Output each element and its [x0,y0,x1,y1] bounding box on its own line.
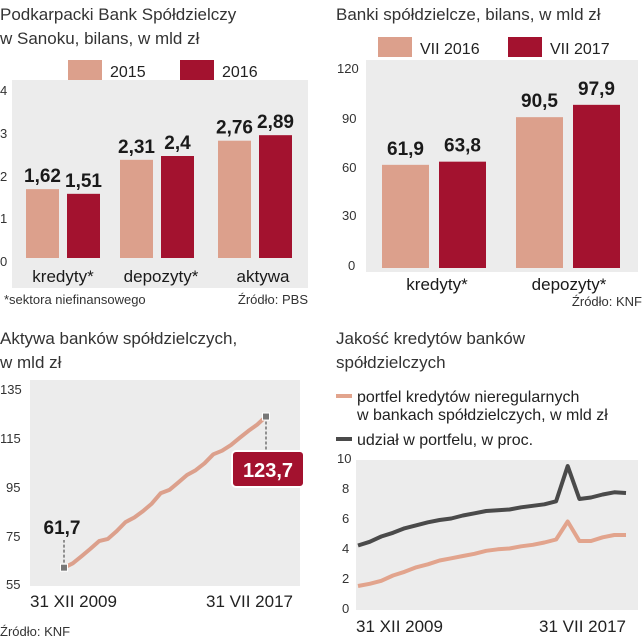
coop-category-depozyty: depozyty* [532,275,607,294]
assets-ytick-95: 95 [6,480,20,495]
assets-y-axis: 135 115 95 75 55 [0,382,22,592]
pbs-label-aktywa-2015: 2,76 [216,118,253,139]
pbs-label-kredyty-2016: 1,51 [65,171,102,192]
coop-bar-kredyty-vii2017 [439,161,486,268]
coop-legend-swatch-vii2016 [378,37,412,57]
pbs-ytick-4: 4 [0,83,7,98]
pbs-category-aktywa: aktywa [237,267,290,286]
quality-ytick-8: 8 [342,481,349,496]
pbs-bar-kredyty-2016 [67,193,100,258]
quality-plot-background [356,460,638,610]
quality-ytick-4: 4 [342,541,349,556]
quality-legend-label-udzial: udział w portfelu, w proc. [357,432,533,449]
quality-x-start: 31 XII 2009 [356,617,443,636]
panel-coop-assets: Aktywa banków spółdzielczych, w mld zł 1… [0,329,305,639]
quality-ytick-2: 2 [342,571,349,586]
quality-ytick-6: 6 [342,511,349,526]
pbs-bar-aktywa-2015 [218,140,251,258]
quality-y-axis: 10 8 6 4 2 0 [337,451,351,616]
assets-end-value: 123,7 [243,460,293,482]
coop-label-depozyty-vii2016: 90,5 [521,91,558,112]
pbs-legend-label-2015: 2015 [110,64,146,81]
pbs-bar-aktywa-2016 [259,135,292,258]
coop-label-kredyty-vii2016: 61,9 [387,139,424,160]
coop-y-axis: 120 90 60 30 0 [337,61,359,273]
pbs-label-depozyty-2015: 2,31 [118,137,155,158]
assets-x-end: 31 VII 2017 [206,592,293,611]
quality-title-line2: spółdzielczych [336,353,446,372]
pbs-category-depozyty: depozyty* [124,267,199,286]
coop-label-kredyty-vii2017: 63,8 [444,136,481,157]
assets-x-start: 31 XII 2009 [30,592,117,611]
coop-category-kredyty: kredyty* [406,275,468,294]
pbs-footnote: *sektora niefinansowego [4,292,146,307]
panel-pbs-balance: Podkarpacki Bank Spółdzielczy w Sanoku, … [0,5,308,307]
pbs-legend-swatch-2016 [180,60,214,80]
coop-title: Banki spółdzielcze, bilans, w mld zł [336,5,601,24]
assets-title-line2: w mld zł [0,353,62,372]
coop-ytick-60: 60 [342,160,356,175]
pbs-ytick-3: 3 [0,126,7,141]
coop-legend-swatch-vii2017 [508,37,542,57]
quality-legend-label-portfel: portfel kredytów nieregularnych [357,389,579,406]
quality-line-portfel [357,519,626,588]
pbs-label-aktywa-2016: 2,89 [257,112,294,133]
coop-bar-kredyty-vii2016 [382,164,429,268]
pbs-source: Źródło: PBS [238,292,308,307]
assets-end-callout [231,450,305,488]
panel-loan-quality: Jakość kredytów banków spółdzielczych po… [336,329,638,636]
assets-ytick-135: 135 [0,382,22,397]
pbs-bar-kredyty-2015 [26,189,59,258]
coop-ytick-120: 120 [337,61,359,76]
quality-x-end: 31 VII 2017 [539,617,626,636]
assets-start-marker [60,563,68,572]
coop-ytick-0: 0 [348,258,355,273]
coop-legend-label-vii2017: VII 2017 [550,41,610,58]
coop-ytick-90: 90 [342,111,356,126]
pbs-label-depozyty-2016: 2,4 [164,133,191,154]
assets-start-value: 61,7 [44,518,81,539]
coop-ytick-30: 30 [342,208,356,223]
pbs-category-kredyty: kredyty* [32,267,94,286]
pbs-y-axis: 4 3 2 1 0 [0,83,7,269]
assets-title-line1: Aktywa banków spółdzielczych, [0,329,237,348]
quality-legend-label-portfel-line2: w bankach spółdzielczych, w mld zł [356,407,608,424]
coop-bar-depozyty-vii2017 [573,104,620,268]
assets-source: Źródło: KNF [0,624,70,639]
pbs-ytick-2: 2 [0,169,7,184]
assets-ytick-115: 115 [0,431,21,446]
pbs-title-line2: w Sanoku, bilans, w mld zł [0,29,200,48]
pbs-label-kredyty-2015: 1,62 [24,166,61,187]
quality-title-line1: Jakość kredytów banków [336,329,526,348]
assets-line [63,415,268,570]
assets-ytick-55: 55 [6,577,20,592]
coop-bar-depozyty-vii2016 [516,117,563,269]
quality-ytick-0: 0 [342,601,349,616]
coop-legend-label-vii2016: VII 2016 [420,41,480,58]
pbs-legend-label-2016: 2016 [222,64,258,81]
pbs-legend-swatch-2015 [68,60,102,80]
quality-ytick-10: 10 [337,451,351,466]
assets-ytick-75: 75 [6,529,20,544]
pbs-title-line1: Podkarpacki Bank Spółdzielczy [0,5,237,24]
coop-source: Źródło: KNF [572,294,642,309]
pbs-bar-depozyty-2016 [161,156,194,258]
coop-label-depozyty-vii2017: 97,9 [578,79,615,100]
assets-end-marker [262,412,270,421]
pbs-bar-depozyty-2015 [120,159,153,258]
pbs-ytick-0: 0 [0,254,7,269]
pbs-plot-background [12,80,308,288]
panel-coop-banks-balance: Banki spółdzielcze, bilans, w mld zł VII… [336,5,642,309]
pbs-ytick-1: 1 [0,211,7,226]
quality-line-udzial [357,464,627,548]
